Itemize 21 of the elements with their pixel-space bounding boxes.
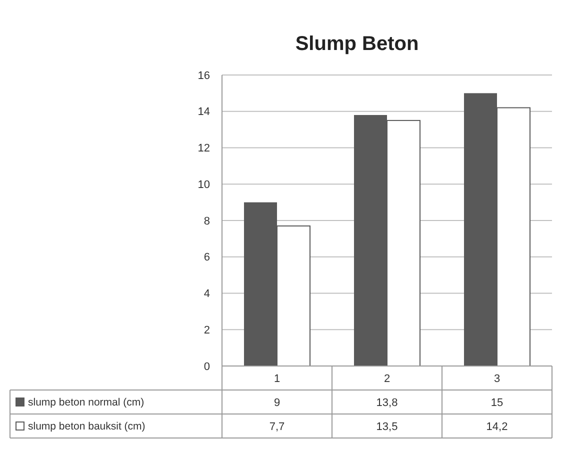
data-label: 13,8 <box>376 396 398 409</box>
y-tick-label: 10 <box>198 178 210 191</box>
legend-label: slump beton normal (cm) <box>28 396 144 409</box>
y-tick-label: 12 <box>198 142 210 155</box>
legend-label: slump beton bauksit (cm) <box>28 420 146 433</box>
data-label: 14,2 <box>486 420 508 433</box>
data-label: 13,5 <box>376 420 398 433</box>
y-tick-label: 8 <box>204 215 210 228</box>
y-tick-label: 2 <box>204 324 210 336</box>
data-label: 9 <box>274 396 280 409</box>
x-tick-label: 1 <box>274 372 280 385</box>
data-label: 15 <box>490 396 504 409</box>
y-tick-label: 0 <box>204 360 210 373</box>
chart-title: Slump Beton <box>295 33 419 55</box>
y-tick-label: 6 <box>204 252 210 264</box>
data-label: 7,7 <box>269 420 285 433</box>
y-tick-label: 4 <box>204 288 210 300</box>
y-tick-label: 16 <box>198 70 210 82</box>
x-tick-label: 2 <box>384 372 390 385</box>
y-tick-label: 14 <box>198 106 210 118</box>
x-tick-label: 3 <box>494 372 500 385</box>
